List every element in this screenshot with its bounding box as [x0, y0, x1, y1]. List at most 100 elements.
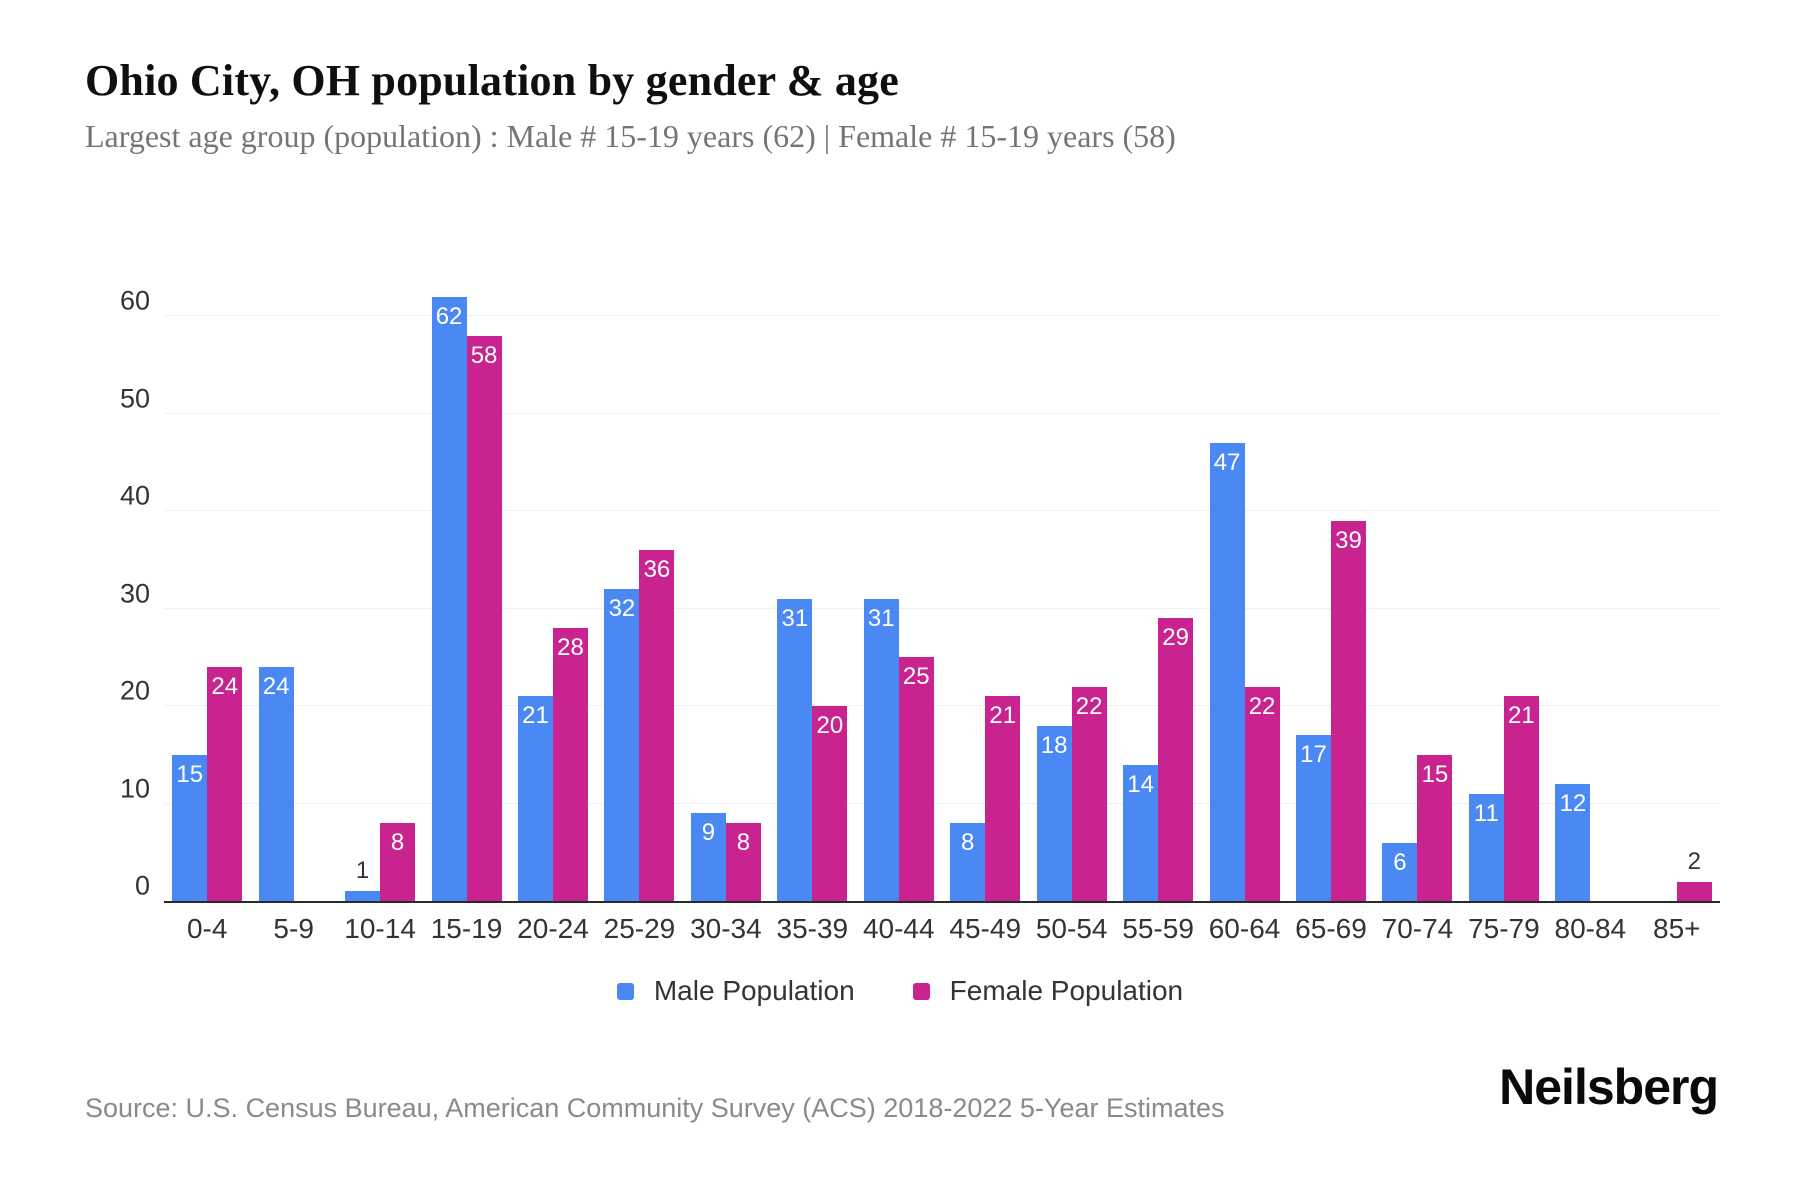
bar-value-label: 8 [736, 829, 751, 857]
bar-value-label: 15 [1421, 760, 1449, 788]
x-tick-label: 60-64 [1208, 913, 1281, 944]
chart-title: Ohio City, OH population by gender & age [85, 56, 899, 105]
bar-female-0-4 [207, 667, 243, 901]
x-tick-label: 10-14 [344, 913, 416, 944]
bar-value-label: 8 [961, 829, 975, 857]
y-tick-label: 40 [119, 480, 150, 511]
bar-value-label: 28 [557, 634, 584, 662]
bar-male-80-84 [1555, 784, 1591, 901]
x-tick-label: 20-24 [517, 913, 589, 944]
bar-female-45-49 [985, 696, 1021, 901]
x-tick-label: 0-4 [186, 913, 228, 944]
bar-value-label: 39 [1335, 527, 1362, 555]
bar-male-55-59 [1123, 764, 1159, 901]
bar-value-label: 18 [1040, 731, 1068, 759]
x-tick-label: 70-74 [1381, 913, 1454, 944]
legend: Male Population Female Population [0, 975, 1800, 1007]
x-tick-label: 80-84 [1554, 913, 1627, 944]
x-tick-label: 25-29 [603, 913, 676, 944]
bar-male-30-34 [690, 813, 726, 901]
bar-value-label: 2 [1687, 847, 1701, 875]
bar-value-label: 22 [1248, 692, 1276, 720]
x-tick-label: 55-59 [1122, 913, 1194, 944]
brand-logo: Neilsberg [1499, 1059, 1719, 1115]
bar-value-label: 11 [1473, 799, 1499, 827]
legend-swatch-icon [912, 982, 930, 1000]
y-tick-label: 60 [119, 285, 150, 316]
bar-female-10-14 [380, 823, 416, 901]
bar-female-75-79 [1503, 696, 1539, 901]
bar-value-label: 17 [1300, 741, 1327, 769]
bar-female-55-59 [1158, 618, 1194, 901]
bar-female-50-54 [1071, 686, 1107, 901]
bar-value-label: 21 [1508, 702, 1535, 730]
bar-value-label: 31 [781, 604, 809, 632]
bar-male-75-79 [1468, 793, 1504, 901]
legend-label: Female Population [949, 975, 1184, 1006]
plot-area: 0 10 20 30 40 50 60 15 24 0-4 24 5-9 1 8 10-14 62 58 15-1… [120, 258, 1720, 944]
bar-value-label: 29 [1162, 624, 1189, 652]
legend-item-female[interactable]: Female Population [912, 975, 1184, 1007]
x-tick-label: 15-19 [430, 913, 503, 944]
bar-male-70-74 [1382, 842, 1418, 901]
bar-female-30-34 [725, 823, 761, 901]
bar-value-label: 9 [701, 819, 716, 847]
legend-item-male[interactable]: Male Population [616, 975, 855, 1007]
bar-value-label: 36 [643, 556, 671, 584]
bar-male-65-69 [1296, 735, 1331, 901]
bar-female-40-44 [898, 657, 934, 901]
bar-female-60-64 [1244, 686, 1280, 901]
bar-female-15-19 [466, 335, 502, 901]
x-tick-label: 75-79 [1468, 913, 1540, 944]
y-tick-label: 10 [119, 773, 150, 804]
y-tick-label: 30 [119, 578, 150, 609]
bar-male-20-24 [518, 696, 553, 901]
bar-value-label: 47 [1213, 449, 1241, 477]
gridline [164, 412, 1720, 414]
bar-male-35-39 [777, 599, 813, 901]
x-tick-label: 65-69 [1295, 913, 1367, 944]
legend-swatch-icon [616, 982, 634, 1000]
x-tick-label: 5-9 [273, 913, 314, 944]
bar-value-label: 58 [470, 341, 498, 369]
bar-female-85+ [1676, 881, 1712, 901]
y-tick-label: 0 [134, 870, 150, 901]
gridline [164, 705, 1720, 707]
gridline [164, 802, 1720, 804]
bar-male-5-9 [258, 667, 294, 901]
bar-value-label: 22 [1075, 692, 1103, 720]
bar-male-45-49 [950, 823, 986, 901]
gridline [164, 510, 1720, 512]
bar-value-label: 15 [176, 760, 204, 788]
bar-value-label: 1 [355, 857, 370, 885]
bar-female-65-69 [1331, 521, 1366, 901]
x-tick-label: 45-49 [949, 913, 1022, 944]
x-tick-label: 50-54 [1035, 913, 1108, 944]
bar-value-label: 8 [390, 829, 405, 857]
y-tick-label: 20 [119, 675, 150, 706]
bar-male-60-64 [1209, 443, 1245, 901]
bar-value-label: 21 [989, 702, 1017, 730]
source-text: Source: U.S. Census Bureau, American Com… [85, 1093, 1225, 1123]
bar-male-25-29 [604, 589, 640, 901]
bar-value-label: 24 [262, 673, 290, 701]
bar-value-label: 31 [867, 604, 895, 632]
bar-value-label: 25 [902, 663, 930, 691]
bar-value-label: 62 [435, 302, 463, 330]
bar-value-label: 6 [1393, 848, 1407, 876]
bar-female-25-29 [639, 550, 675, 901]
y-tick-label: 50 [119, 383, 150, 414]
x-tick-label: 85+ [1653, 913, 1701, 944]
bar-male-15-19 [431, 296, 467, 901]
bar-female-20-24 [553, 628, 588, 901]
x-tick-label: 30-34 [690, 913, 762, 944]
legend-label: Male Population [653, 975, 855, 1006]
bar-female-35-39 [812, 706, 848, 901]
bar-value-label: 14 [1127, 770, 1154, 798]
bar-value-label: 32 [608, 595, 636, 623]
bar-value-label: 20 [816, 712, 844, 740]
x-tick-label: 40-44 [862, 913, 935, 944]
chart-subtitle: Largest age group (population) : Male # … [85, 118, 1176, 154]
x-tick-label: 35-39 [776, 913, 849, 944]
